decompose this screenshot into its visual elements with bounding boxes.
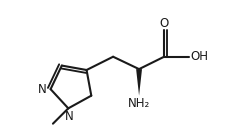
Text: N: N xyxy=(38,83,47,96)
Text: O: O xyxy=(159,17,168,30)
Polygon shape xyxy=(136,69,141,96)
Text: NH₂: NH₂ xyxy=(127,97,150,110)
Text: OH: OH xyxy=(189,50,207,63)
Text: N: N xyxy=(64,110,73,123)
